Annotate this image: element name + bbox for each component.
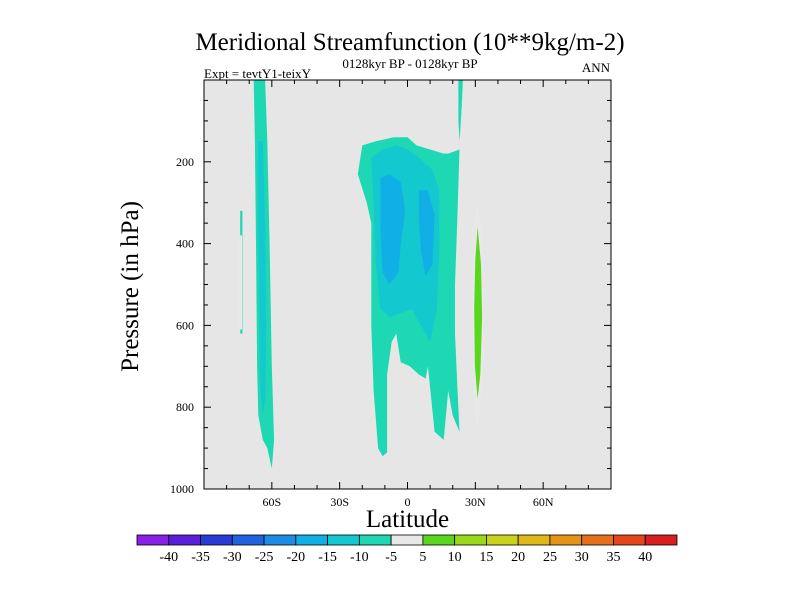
colorbar-box (136, 534, 170, 546)
colorbar-box (613, 534, 646, 546)
colorbar-label: -35 (191, 550, 210, 565)
contour-sh-polar-weak-band-fill (239, 235, 242, 330)
colorbar-box (454, 534, 487, 546)
y-tick-label: 600 (176, 318, 194, 332)
colorbar-box (517, 534, 551, 546)
colorbar-label: 15 (479, 550, 493, 565)
colorbar-label: -20 (286, 550, 305, 565)
x-tick-label: 30S (330, 495, 349, 509)
y-tick-label: 1000 (170, 482, 194, 496)
colorbar-box (486, 534, 519, 546)
contour-sh-midlat-cell-inner (258, 141, 267, 416)
colorbar-label: -30 (223, 550, 242, 565)
contour-nh-subtropical-cell-inner (474, 227, 483, 399)
contour-tropical-cell-inner (380, 174, 406, 285)
colorbar-box (327, 534, 360, 546)
colorbar-box (358, 534, 392, 546)
y-axis-ticks: 200 400 600 800 1000 (170, 99, 611, 496)
colorbar-box (200, 534, 233, 546)
colorbar-label: -5 (385, 550, 397, 565)
colorbar-label: 30 (575, 550, 589, 565)
x-tick-label: 0 (405, 495, 411, 509)
contour-regions (239, 80, 485, 469)
x-tick-label: 60S (262, 495, 281, 509)
colorbar: -40 -35 -30 -25 -20 -15 -10 -5 5 10 15 20 25 30 35 40 (136, 534, 678, 565)
y-tick-label: 400 (176, 237, 194, 251)
colorbar-label: -40 (159, 550, 178, 565)
season-label: ANN (581, 60, 610, 75)
x-axis-label: Latitude (366, 506, 449, 533)
colorbar-box (295, 534, 328, 546)
contour-nh-upper-sliver (458, 80, 463, 142)
colorbar-box (644, 534, 678, 546)
colorbar-label: -10 (350, 550, 369, 565)
y-tick-label: 800 (176, 400, 194, 414)
colorbar-label: 10 (448, 550, 462, 565)
colorbar-box (390, 534, 424, 546)
colorbar-box (581, 534, 614, 546)
colorbar-label: 40 (638, 550, 652, 565)
colorbar-label: 20 (511, 550, 525, 565)
colorbar-box (168, 534, 201, 546)
chart-subtitle: 0128kyr BP - 0128kyr BP (342, 56, 478, 71)
colorbar-label: -15 (318, 550, 337, 565)
colorbar-box (549, 534, 583, 546)
colorbar-label: 35 (606, 550, 620, 565)
colorbar-label: 5 (419, 550, 426, 565)
colorbar-box (263, 534, 297, 546)
colorbar-label: 25 (543, 550, 557, 565)
x-axis-ticks: 60S 30S 0 30N 60N (203, 80, 612, 509)
colorbar-box (231, 534, 265, 546)
colorbar-label: -25 (255, 550, 274, 565)
x-tick-label: 60N (533, 495, 554, 509)
x-tick-label: 30N (465, 495, 486, 509)
contour-tropical-cell-inner-2 (418, 190, 435, 277)
colorbar-box (422, 534, 456, 546)
chart-title: Meridional Streamfunction (10**9kg/m-2) (195, 29, 625, 56)
y-axis-label: Pressure (in hPa) (117, 201, 144, 372)
experiment-label: Expt = tevtY1-teixY (204, 66, 311, 81)
y-tick-label: 200 (176, 155, 194, 169)
